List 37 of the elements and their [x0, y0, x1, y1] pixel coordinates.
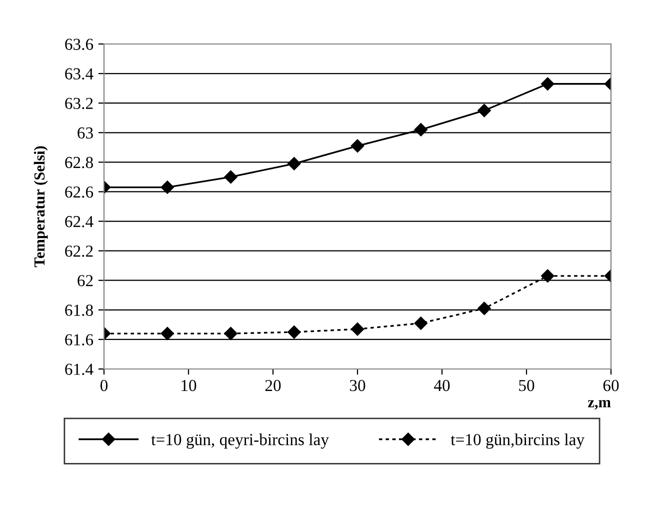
- x-tick-label: 30: [350, 380, 366, 392]
- point: [288, 325, 301, 339]
- point: [350, 322, 364, 336]
- point: [224, 170, 238, 184]
- y-tick-label: 62.8: [65, 156, 93, 168]
- legend-label: t=10 gün,bircins lay: [450, 434, 584, 449]
- y-tick-label: 61.8: [65, 304, 93, 316]
- y-axis-title: Temperatur (Selsi): [34, 146, 48, 268]
- point: [160, 326, 174, 340]
- point: [414, 123, 428, 136]
- y-tick-label: 63.2: [65, 98, 93, 110]
- point: [288, 157, 301, 170]
- point: [541, 269, 554, 283]
- point: [160, 180, 174, 194]
- y-tick-label: 61.6: [65, 334, 94, 346]
- y-tick-label: 62.6: [65, 186, 94, 198]
- y-tick-label: 63.6: [65, 38, 94, 50]
- x-tick-label: 60: [603, 380, 619, 392]
- y-tick-label: 62: [78, 275, 93, 286]
- point: [414, 316, 428, 330]
- x-tick-label: 0: [100, 380, 108, 392]
- point: [541, 77, 554, 90]
- y-tick-label: 62.4: [65, 216, 94, 228]
- x-tick-label: 40: [434, 380, 450, 392]
- y-tick-label: 63.4: [65, 68, 94, 80]
- x-tick-label: 50: [519, 380, 534, 392]
- point: [350, 139, 364, 153]
- x-axis-title: z,m: [588, 400, 611, 410]
- legend-label: t=10 gün, qeyri-bircins lay: [151, 434, 329, 449]
- x-tick-label: 20: [265, 380, 281, 392]
- point: [478, 302, 491, 316]
- point: [478, 104, 491, 118]
- x-tick-label: 10: [182, 380, 196, 392]
- y-tick-label: 62.2: [65, 246, 93, 257]
- point: [224, 326, 238, 340]
- y-tick-label: 63: [78, 127, 93, 139]
- y-tick-label: 61.4: [65, 364, 94, 376]
